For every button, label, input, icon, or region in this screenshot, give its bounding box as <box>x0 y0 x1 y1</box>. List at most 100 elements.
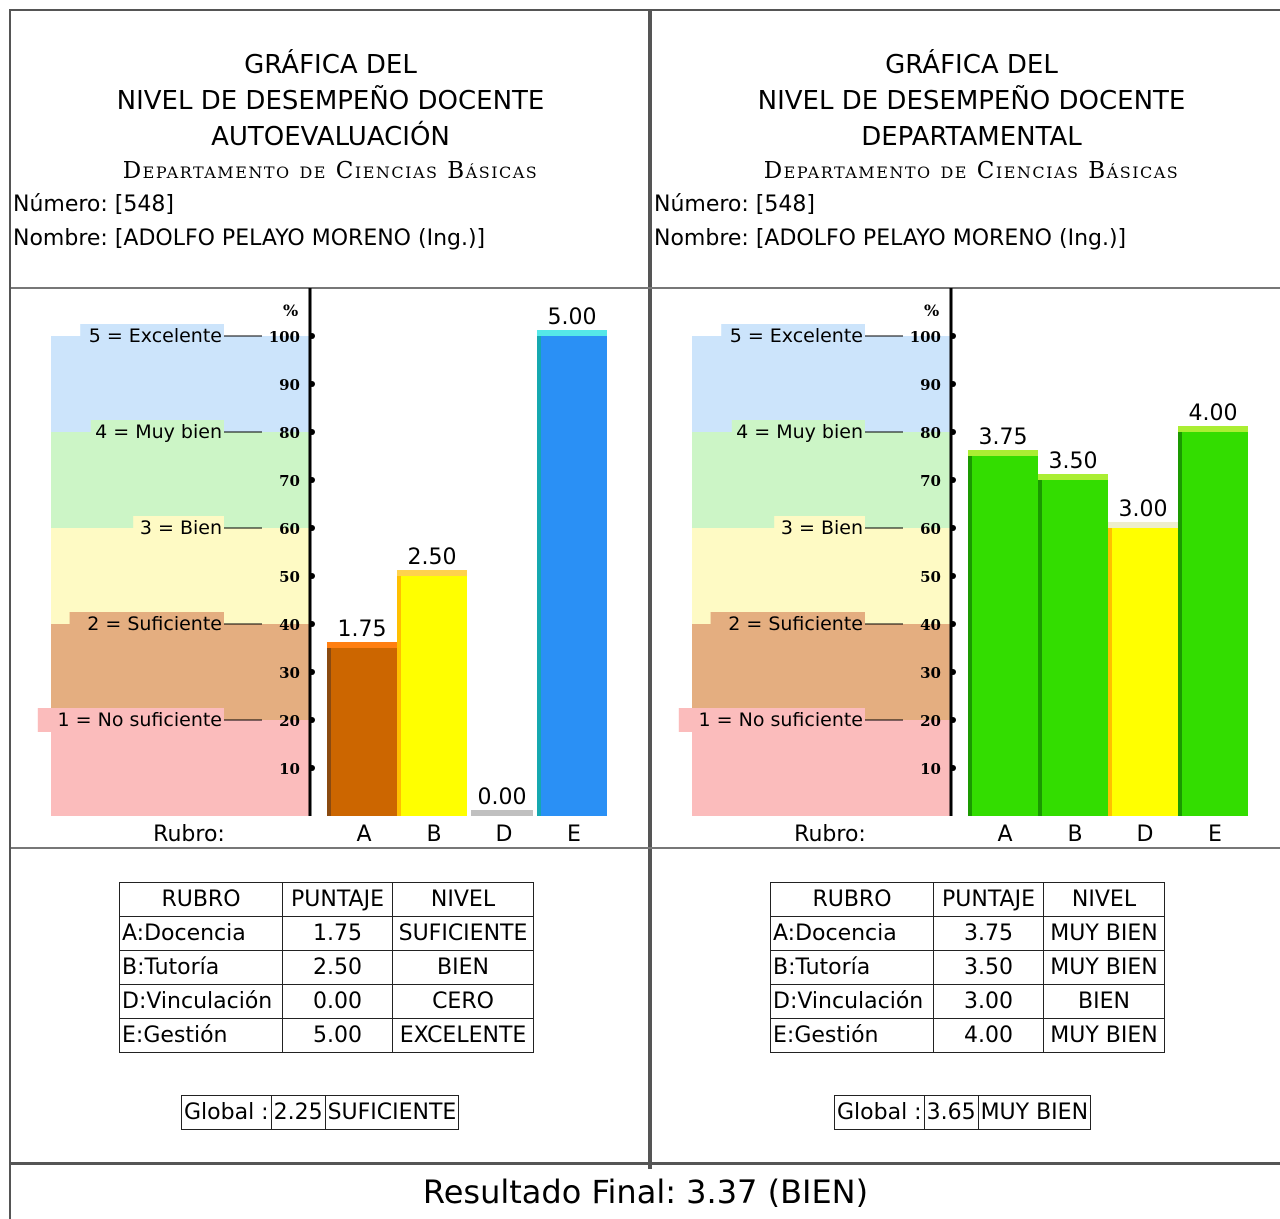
level-label: 1 = No suficiente <box>58 709 222 731</box>
teacher-number: Número: [548] <box>654 192 815 217</box>
y-tick-label: 90 <box>920 376 941 394</box>
x-tick-label: D <box>1137 822 1154 847</box>
y-tick-mark <box>950 429 956 435</box>
data-label: 3.75 <box>979 425 1028 450</box>
table-row: D:Vinculación 3.00 BIEN <box>770 984 1165 1019</box>
chart-divider <box>11 847 1280 849</box>
y-tick-label: 20 <box>920 712 941 730</box>
data-label: 2.50 <box>408 545 457 570</box>
level-band <box>51 432 310 528</box>
bar-top <box>1038 474 1108 480</box>
bar-edge <box>397 576 401 816</box>
puntaje-cell: 3.75 <box>933 916 1044 951</box>
report-frame <box>9 9 1280 1219</box>
y-tick-label: 30 <box>279 664 300 682</box>
chart-title-line2: NIVEL DE DESEMPEÑO DOCENTE <box>116 86 545 116</box>
bar-top <box>327 642 397 648</box>
y-tick-mark <box>309 717 315 723</box>
level-band <box>51 624 310 720</box>
y-tick-label: 80 <box>920 424 941 442</box>
bar-edge <box>537 336 541 816</box>
x-tick-label: B <box>1067 822 1082 847</box>
level-band <box>51 336 310 432</box>
level-band <box>692 624 951 720</box>
y-tick-label: 100 <box>269 328 300 346</box>
global-label: Global : <box>184 1100 269 1125</box>
x-tick-label: B <box>426 822 441 847</box>
bar-top <box>397 570 467 576</box>
final-divider <box>9 1162 1280 1165</box>
level-label-bg <box>731 420 865 444</box>
puntaje-cell: 3.00 <box>933 984 1044 1019</box>
rubro-cell: D:Vinculación <box>770 984 934 1019</box>
bar <box>1178 432 1248 816</box>
bar-edge <box>1178 432 1182 816</box>
bar <box>968 456 1038 816</box>
column-header: RUBRO <box>119 882 283 917</box>
column-header: NIVEL <box>1043 882 1165 917</box>
chart-title-line1: GRÁFICA DEL <box>885 50 1058 80</box>
nivel-cell: EXCELENTE <box>392 1018 534 1053</box>
rubro-cell: E:Gestión <box>119 1018 283 1053</box>
data-label: 3.00 <box>1119 497 1168 522</box>
y-tick-label: 40 <box>920 616 941 634</box>
y-tick-mark <box>950 333 956 339</box>
rubro-cell: B:Tutoría <box>770 950 934 985</box>
y-tick-mark <box>309 621 315 627</box>
level-label-bg <box>133 516 224 540</box>
nivel-cell: BIEN <box>1043 984 1165 1019</box>
column-header: PUNTAJE <box>282 882 393 917</box>
y-tick-label: 10 <box>279 760 300 778</box>
level-band <box>692 720 951 816</box>
department-name: Departamento de Ciencias Básicas <box>763 158 1180 184</box>
nivel-cell: MUY BIEN <box>1043 916 1165 951</box>
global-label: Global : <box>837 1100 922 1125</box>
rubro-cell: D:Vinculación <box>119 984 283 1019</box>
puntaje-cell: 2.50 <box>282 950 393 985</box>
nivel-cell: MUY BIEN <box>1043 1018 1165 1053</box>
department-name: Departamento de Ciencias Básicas <box>122 158 539 184</box>
y-tick-mark <box>309 333 315 339</box>
x-tick-label: E <box>1208 822 1222 847</box>
y-tick-label: 70 <box>279 472 300 490</box>
level-band <box>692 528 951 624</box>
global-value: 2.25 <box>270 1096 325 1129</box>
puntaje-cell: 4.00 <box>933 1018 1044 1053</box>
level-label: 4 = Muy bien <box>736 421 863 443</box>
level-label: 3 = Bien <box>781 517 863 539</box>
puntaje-cell: 1.75 <box>282 916 393 951</box>
chart-title-line3: AUTOEVALUACIÓN <box>211 122 450 152</box>
departmental-chart: 5 = Excelente 4 = Muy bien 3 = Bien 2 = Suf… <box>678 288 1248 847</box>
self-evaluation-chart: 5 = Excelente 4 = Muy bien 3 = Bien 2 = Suf… <box>37 288 607 847</box>
y-tick-mark <box>950 765 956 771</box>
bar-edge <box>1038 480 1042 816</box>
column-header: PUNTAJE <box>933 882 1044 917</box>
level-label: 3 = Bien <box>140 517 222 539</box>
chart-title-line3: DEPARTAMENTAL <box>861 122 1082 152</box>
bar <box>397 576 467 816</box>
data-label: 4.00 <box>1189 401 1238 426</box>
chart-title-line2: NIVEL DE DESEMPEÑO DOCENTE <box>757 86 1186 116</box>
table-header-row: RUBRO PUNTAJE NIVEL <box>119 882 534 917</box>
y-tick-mark <box>950 669 956 675</box>
y-tick-mark <box>950 525 956 531</box>
bar-top <box>1178 426 1248 432</box>
level-label-bg <box>721 324 865 348</box>
y-axis-unit: % <box>924 301 939 320</box>
level-label: 2 = Suficiente <box>87 613 222 635</box>
y-tick-label: 40 <box>279 616 300 634</box>
y-tick-mark <box>309 573 315 579</box>
y-tick-mark <box>950 573 956 579</box>
y-tick-label: 50 <box>920 568 941 586</box>
table-row: D:Vinculación 0.00 CERO <box>119 984 534 1019</box>
level-label: 2 = Suficiente <box>728 613 863 635</box>
level-label: 5 = Excelente <box>89 325 222 347</box>
y-tick-mark <box>950 717 956 723</box>
nivel-cell: BIEN <box>392 950 534 985</box>
bar <box>471 810 533 816</box>
level-label: 5 = Excelente <box>730 325 863 347</box>
panel-header-self: GRÁFICA DEL NIVEL DE DESEMPEÑO DOCENTE A… <box>11 0 650 288</box>
x-tick-label: A <box>356 822 371 847</box>
bar <box>327 648 397 816</box>
puntaje-cell: 5.00 <box>282 1018 393 1053</box>
